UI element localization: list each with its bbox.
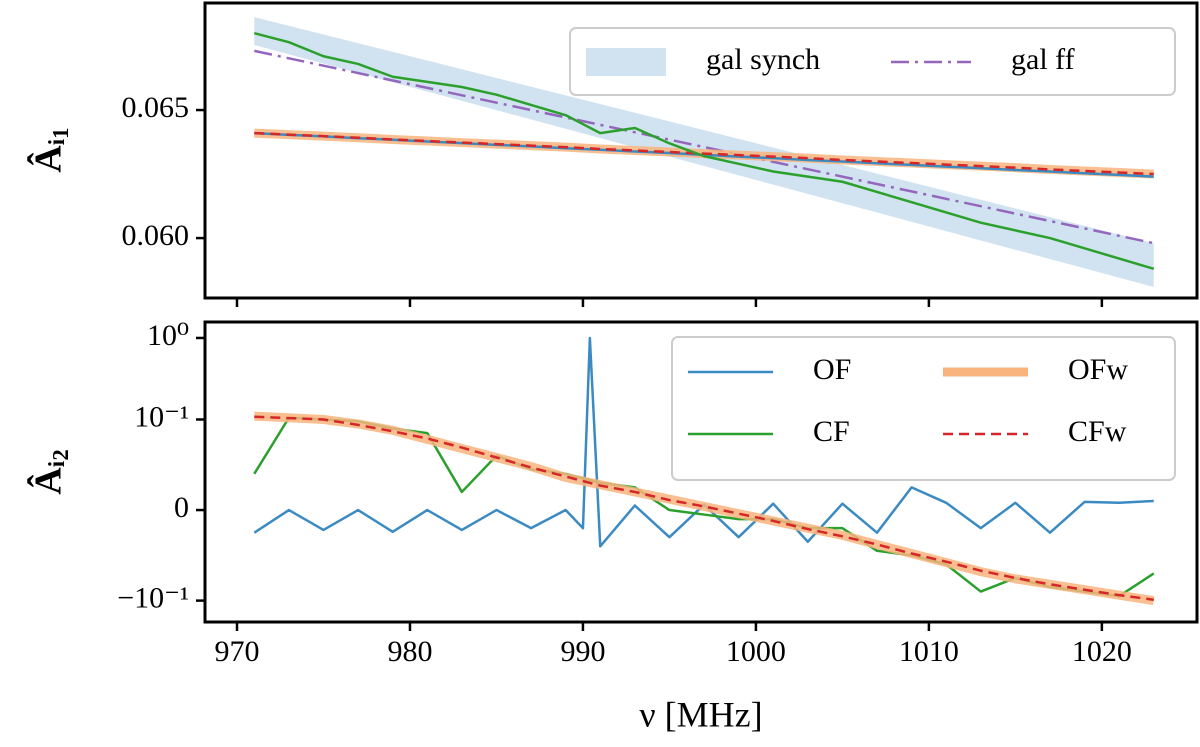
y-tick-label: 0 [174,491,189,524]
legend-label: OFw [1068,353,1128,386]
y-axis-label: Âᵢ₁ [28,127,70,173]
x-tick-label: 980 [387,635,432,668]
series-line [253,336,1154,548]
legend-label: gal ff [1011,43,1075,76]
axes-frame [203,320,1199,624]
y-axis-label: Âᵢ₂ [28,449,70,495]
plot-area [253,17,1155,287]
y-tick-label: 10⁰ [147,319,189,352]
series-line [254,131,1154,176]
x-tick-label: 1000 [726,635,786,668]
legend-label: OF [813,353,851,386]
x-tick-label: 970 [215,635,260,668]
y-tick-label: 0.060 [122,219,190,252]
x-tick-label: 990 [560,635,605,668]
plot-area [253,336,1155,606]
y-tick-label: 0.065 [122,91,190,124]
x-axis-label: ν [MHz] [639,694,762,734]
legend-swatch [586,48,666,76]
legend-label: CFw [1068,415,1127,448]
series-line [254,49,1155,245]
legend-label: CF [813,415,850,448]
legend-box [671,336,1176,481]
y-tick-label: 10⁻¹ [134,400,189,433]
x-tick-label: 1010 [899,635,959,668]
series-line [253,32,1155,271]
y-tick-label: −10⁻¹ [117,581,189,614]
axes-frame [203,1,1199,300]
legend-box [569,27,1176,96]
x-tick-label: 1020 [1072,635,1132,668]
series-line [254,415,1154,601]
legend-label: gal synch [706,43,820,76]
